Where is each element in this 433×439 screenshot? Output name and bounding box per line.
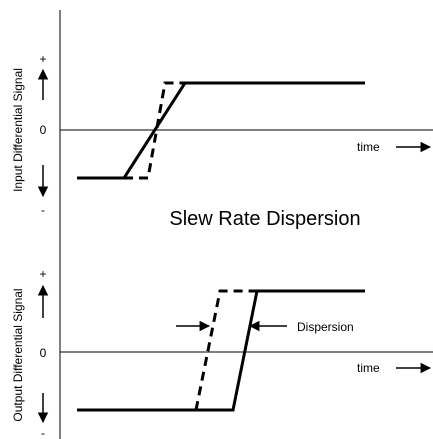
input-plus-sign: + <box>39 52 46 66</box>
output-minus-sign: - <box>41 426 45 439</box>
input-minus-sign: - <box>41 203 45 217</box>
output-axis-label: Output Differential Signal <box>11 288 25 421</box>
output-zero-label: 0 <box>40 346 47 360</box>
output-panel: Output Differential Signal + 0 - Dispers… <box>11 267 433 439</box>
input-panel: Input Differential Signal + 0 - time <box>11 52 433 217</box>
input-time-label: time <box>357 140 380 154</box>
output-plus-sign: + <box>39 267 46 281</box>
output-solid-signal <box>77 289 365 412</box>
input-solid-signal <box>77 81 365 180</box>
input-axis-label: Input Differential Signal <box>11 68 25 192</box>
diagram-title: Slew Rate Dispersion <box>169 208 360 230</box>
output-dashed-signal <box>194 289 257 411</box>
dispersion-label: Dispersion <box>297 320 354 334</box>
output-time-label: time <box>357 361 380 375</box>
input-zero-label: 0 <box>40 123 47 137</box>
